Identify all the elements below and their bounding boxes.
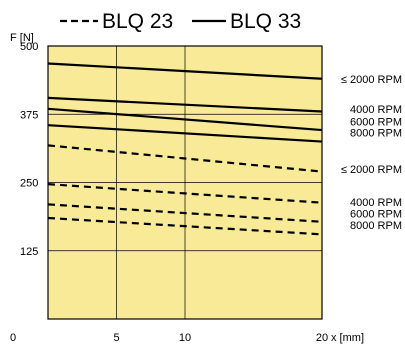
x-tick-label: 5: [113, 332, 119, 344]
rpm-label: 4000 RPM: [350, 104, 402, 116]
grid: [48, 46, 322, 319]
y-tick-label: 125: [20, 246, 38, 258]
rpm-label: 6000 RPM: [350, 116, 402, 128]
series-line-blq23-2000: [47, 144, 323, 173]
rpm-label: ≤ 2000 RPM: [341, 164, 402, 176]
series-line-blq33-2000: [47, 62, 323, 80]
legend-label-blq33: BLQ 33: [230, 10, 301, 33]
y-tick-label: 375: [20, 109, 38, 121]
x-tick-label: 20: [316, 332, 328, 344]
y-tick-labels: 125 250 375 500: [20, 41, 38, 258]
x-axis-label: x [mm]: [331, 332, 364, 344]
x-tick-label: 0: [10, 332, 16, 344]
legend: BLQ 23 BLQ 33: [60, 10, 301, 33]
y-axis-label: F [N]: [10, 32, 34, 44]
series-line-blq23-8000: [47, 216, 323, 236]
series-line-blq23-6000: [47, 203, 323, 223]
rpm-label: 6000 RPM: [350, 209, 402, 221]
series-line-blq33-6000: [47, 107, 323, 132]
series-line-blq33-8000: [47, 124, 323, 143]
series-line-blq23-4000: [47, 183, 323, 204]
y-tick-label: 500: [20, 41, 38, 53]
x-tick-label: 10: [179, 332, 191, 344]
plot-border: [47, 45, 323, 320]
rpm-label: 4000 RPM: [350, 197, 402, 209]
series-line-blq33-4000: [47, 96, 323, 113]
rpm-label: 8000 RPM: [350, 127, 402, 139]
series-group: [47, 62, 323, 236]
rpm-label: 8000 RPM: [350, 220, 402, 232]
y-tick-label: 250: [20, 178, 38, 190]
rpm-label: ≤ 2000 RPM: [341, 74, 402, 86]
x-tick-labels: 0 5 10 20: [10, 332, 328, 344]
legend-label-blq23: BLQ 23: [102, 10, 173, 33]
